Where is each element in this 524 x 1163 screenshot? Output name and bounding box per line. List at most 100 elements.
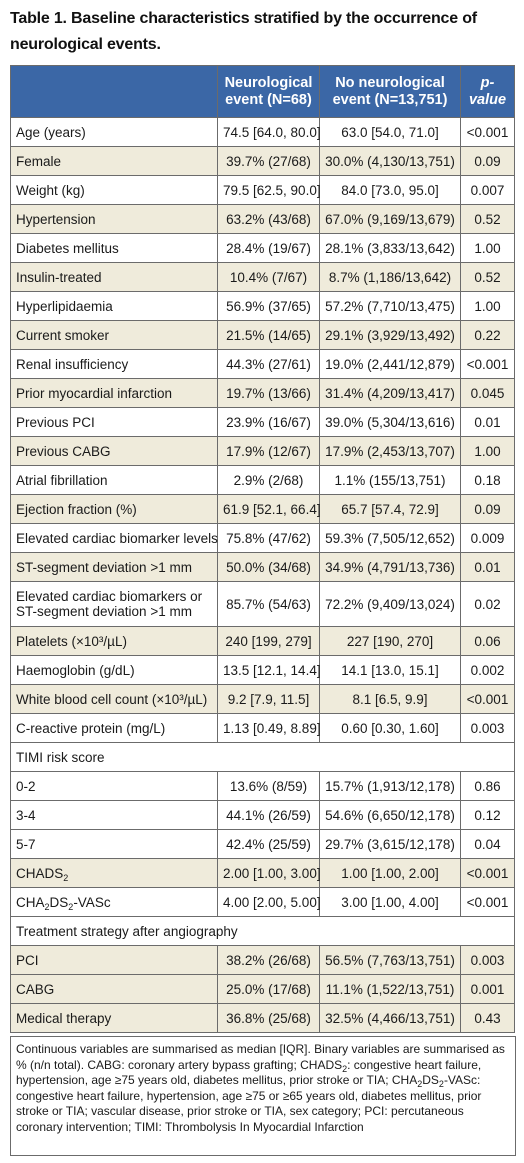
neurological-event-value: 2.9% (2/68) bbox=[217, 465, 320, 495]
table-row: Elevated cardiac biomarker levels 75.8% (… bbox=[10, 523, 515, 553]
chads2-label-text: CHADS bbox=[16, 865, 64, 881]
p-value: 0.001 bbox=[460, 974, 515, 1004]
p-value: 0.04 bbox=[460, 829, 515, 859]
no-neurological-event-value: 57.2% (7,710/13,475) bbox=[319, 291, 461, 321]
table-row: Renal insufficiency 44.3% (27/61) 19.0% (2… bbox=[10, 349, 515, 379]
no-neurological-event-value: 1.00 [1.00, 2.00] bbox=[319, 858, 461, 888]
row-label: C-reactive protein (mg/L) bbox=[10, 713, 218, 743]
table-footnote: Continuous variables are summarised as m… bbox=[10, 1036, 516, 1156]
chads2-label-sub: 2 bbox=[63, 872, 69, 883]
neurological-event-value: 1.13 [0.49, 8.89] bbox=[217, 713, 321, 743]
table-row: Platelets (×10³/µL) 240 [199, 279] 227 [19… bbox=[10, 626, 515, 656]
p-value: 0.02 bbox=[460, 581, 515, 627]
vasc-label-part-3: 2 bbox=[68, 901, 74, 912]
row-label-cha2ds2-vasc: CHA2DS2-VASc bbox=[10, 887, 218, 917]
no-neurological-event-value: 8.7% (1,186/13,642) bbox=[319, 262, 461, 292]
neurological-event-value: 38.2% (26/68) bbox=[217, 945, 320, 975]
table-row: Prior myocardial infarction 19.7% (13/66)… bbox=[10, 378, 515, 408]
neurological-event-value: 50.0% (34/68) bbox=[217, 552, 320, 582]
vasc-label-part-2: DS bbox=[49, 894, 69, 910]
row-label: Medical therapy bbox=[10, 1003, 218, 1033]
header-neurological-event: Neurological event (N=68) bbox=[217, 65, 320, 118]
p-value: 1.00 bbox=[460, 291, 515, 321]
no-neurological-event-value: 39.0% (5,304/13,616) bbox=[319, 407, 461, 437]
no-neurological-event-value: 32.5% (4,466/13,751) bbox=[319, 1003, 461, 1033]
footnote-text-4: -VASc: congestive heart failure, hyperte… bbox=[16, 1073, 482, 1134]
p-value: 0.43 bbox=[460, 1003, 515, 1033]
no-neurological-event-value: 54.6% (6,650/12,178) bbox=[319, 800, 461, 830]
neurological-event-value: 25.0% (17/68) bbox=[217, 974, 320, 1004]
no-neurological-event-value: 29.1% (3,929/13,492) bbox=[319, 320, 461, 350]
no-neurological-event-value: 84.0 [73.0, 95.0] bbox=[319, 175, 461, 205]
no-neurological-event-value: 72.2% (9,409/13,024) bbox=[319, 581, 461, 627]
table-row: Haemoglobin (g/dL) 13.5 [12.1, 14.4] 14.1 … bbox=[10, 655, 515, 685]
row-label: Current smoker bbox=[10, 320, 218, 350]
footnote-sub-2: 2 bbox=[417, 1079, 423, 1089]
row-label: White blood cell count (×10³/µL) bbox=[10, 684, 218, 714]
row-label: Insulin-treated bbox=[10, 262, 218, 292]
p-value: 0.12 bbox=[460, 800, 515, 830]
table-row: Previous PCI 23.9% (16/67) 39.0% (5,304/13… bbox=[10, 407, 515, 437]
neurological-event-value: 4.00 [2.00, 5.00] bbox=[217, 887, 321, 917]
table-body: Age (years) 74.5 [64.0, 80.0] 63.0 [54.0, … bbox=[10, 117, 515, 1033]
p-value: <0.001 bbox=[460, 117, 515, 147]
p-value: 0.09 bbox=[460, 146, 515, 176]
footnote-sub-1: 2 bbox=[342, 1063, 348, 1074]
neurological-event-value: 44.3% (27/61) bbox=[217, 349, 320, 379]
vasc-label-part-0: CHA bbox=[16, 894, 45, 910]
table-row: Age (years) 74.5 [64.0, 80.0] 63.0 [54.0, … bbox=[10, 117, 515, 147]
footnote-sub-3: 2 bbox=[438, 1079, 444, 1089]
row-label: CABG bbox=[10, 974, 218, 1004]
table-row: Diabetes mellitus 28.4% (19/67) 28.1% (3,8… bbox=[10, 233, 515, 263]
table-row: Previous CABG 17.9% (12/67) 17.9% (2,453/1… bbox=[10, 436, 515, 466]
neurological-event-value: 10.4% (7/67) bbox=[217, 262, 320, 292]
no-neurological-event-value: 30.0% (4,130/13,751) bbox=[319, 146, 461, 176]
p-value: 0.09 bbox=[460, 494, 515, 524]
header-no-neurological-event: No neurological event (N=13,751) bbox=[319, 65, 461, 118]
table-row: Current smoker 21.5% (14/65) 29.1% (3,929/… bbox=[10, 320, 515, 350]
neurological-event-value: 85.7% (54/63) bbox=[217, 581, 320, 627]
table-row: White blood cell count (×10³/µL) 9.2 [7.9… bbox=[10, 684, 515, 714]
row-label: Prior myocardial infarction bbox=[10, 378, 218, 408]
p-value: 0.01 bbox=[460, 552, 515, 582]
neurological-event-value: 75.8% (47/62) bbox=[217, 523, 320, 553]
p-value: 0.002 bbox=[460, 655, 515, 685]
neurological-event-value: 44.1% (26/59) bbox=[217, 800, 320, 830]
neurological-event-value: 17.9% (12/67) bbox=[217, 436, 320, 466]
p-value: 0.007 bbox=[460, 175, 515, 205]
neurological-event-value: 9.2 [7.9, 11.5] bbox=[217, 684, 320, 714]
p-value: <0.001 bbox=[460, 684, 515, 714]
footnote-text-1: Continuous variables are summarised as m… bbox=[16, 1042, 505, 1072]
neurological-event-value: 23.9% (16/67) bbox=[217, 407, 320, 437]
table-row: C-reactive protein (mg/L) 1.13 [0.49, 8.8… bbox=[10, 713, 515, 743]
p-value: 0.01 bbox=[460, 407, 515, 437]
no-neurological-event-value: 63.0 [54.0, 71.0] bbox=[319, 117, 461, 147]
row-label: Previous CABG bbox=[10, 436, 218, 466]
no-neurological-event-value: 17.9% (2,453/13,707) bbox=[319, 436, 461, 466]
neurological-event-value: 28.4% (19/67) bbox=[217, 233, 320, 263]
row-label: 0-2 bbox=[10, 771, 218, 801]
no-neurological-event-value: 15.7% (1,913/12,178) bbox=[319, 771, 461, 801]
row-label: Hyperlipidaemia bbox=[10, 291, 218, 321]
table-row: Insulin-treated 10.4% (7/67) 8.7% (1,186/1… bbox=[10, 262, 515, 292]
row-label: Renal insufficiency bbox=[10, 349, 218, 379]
neurological-event-value: 56.9% (37/65) bbox=[217, 291, 320, 321]
neurological-event-value: 19.7% (13/66) bbox=[217, 378, 320, 408]
footnote-text-2: : congestive heart failure, hypertension… bbox=[16, 1057, 482, 1088]
no-neurological-event-value: 227 [190, 270] bbox=[319, 626, 461, 656]
p-value: <0.001 bbox=[460, 349, 515, 379]
table-row: PCI 38.2% (26/68) 56.5% (7,763/13,751) 0.00… bbox=[10, 945, 515, 975]
no-neurological-event-value: 56.5% (7,763/13,751) bbox=[319, 945, 461, 975]
row-label: 5-7 bbox=[10, 829, 218, 859]
table-row: Hyperlipidaemia 56.9% (37/65) 57.2% (7,710… bbox=[10, 291, 515, 321]
neurological-event-value: 63.2% (43/68) bbox=[217, 204, 320, 234]
no-neurological-event-value: 11.1% (1,522/13,751) bbox=[319, 974, 461, 1004]
p-value: <0.001 bbox=[460, 887, 515, 917]
p-value: 0.009 bbox=[460, 523, 515, 553]
table-row: 0-2 13.6% (8/59) 15.7% (1,913/12,178) 0.86 bbox=[10, 771, 515, 801]
table-row: Hypertension 63.2% (43/68) 67.0% (9,169/13… bbox=[10, 204, 515, 234]
section-label-timi: TIMI risk score bbox=[10, 742, 515, 772]
no-neurological-event-value: 59.3% (7,505/12,652) bbox=[319, 523, 461, 553]
row-label: Diabetes mellitus bbox=[10, 233, 218, 263]
